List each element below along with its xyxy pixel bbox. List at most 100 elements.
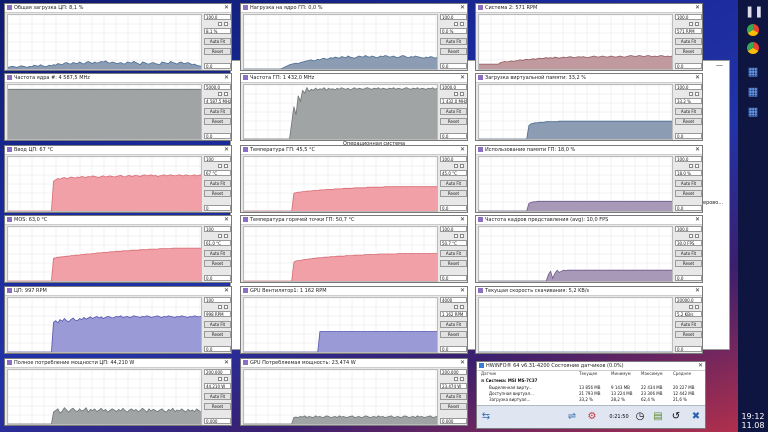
close-icon[interactable]: ✕ xyxy=(223,359,229,366)
max-field[interactable]: 100 xyxy=(204,226,231,232)
app-taskbar-icon-2[interactable]: ▦ xyxy=(747,105,759,118)
panel-titlebar[interactable]: GPU Вентилятор1: 1 162 RPM ✕ xyxy=(241,287,467,296)
max-checkbox-2[interactable] xyxy=(224,22,228,26)
panel-titlebar[interactable]: Общая загрузка ЦП: 8,1 % ✕ xyxy=(5,4,231,13)
hwinfo-sensor-row[interactable]: Выделенная вирту... 13 856 MB 9 143 MB 2… xyxy=(489,385,695,390)
chrome-icon-2[interactable] xyxy=(745,40,761,56)
reset-button[interactable]: Reset xyxy=(204,118,231,125)
max-checkbox[interactable] xyxy=(689,22,693,26)
background-window-minimize[interactable]: — xyxy=(716,61,723,69)
auto-fit-button[interactable]: Auto Fit xyxy=(204,250,231,257)
max-field[interactable]: 5000,0 xyxy=(204,84,231,90)
auto-fit-button[interactable]: Auto Fit xyxy=(204,108,231,115)
min-field[interactable]: 0,0 xyxy=(675,133,702,139)
max-field[interactable]: 100,0 xyxy=(204,14,231,20)
max-checkbox[interactable] xyxy=(218,377,222,381)
report-icon[interactable]: ▤ xyxy=(653,411,663,422)
max-field[interactable]: 300,0 xyxy=(675,226,702,232)
close-icon[interactable]: ✕ xyxy=(459,216,465,223)
panel-titlebar[interactable]: Температура ГП: 45,5 °C ✕ xyxy=(241,146,467,155)
auto-fit-button[interactable]: Auto Fit xyxy=(440,180,467,187)
reset-button[interactable]: Reset xyxy=(675,118,702,125)
max-field[interactable]: 200,000 xyxy=(204,369,231,375)
panel-titlebar[interactable]: Использование памяти ГП: 18,0 % ✕ xyxy=(476,146,702,155)
max-field[interactable]: 100 xyxy=(204,156,231,162)
network-icon[interactable]: ⇌ xyxy=(567,411,577,422)
reset-button[interactable]: Reset xyxy=(440,403,467,410)
max-checkbox-2[interactable] xyxy=(224,305,228,309)
panel-titlebar[interactable]: Частота кадров представления (avg): 10,0… xyxy=(476,216,702,225)
min-field[interactable]: 0,0 xyxy=(440,346,467,352)
max-field[interactable]: 20000,0 xyxy=(675,297,702,303)
auto-fit-button[interactable]: Auto Fit xyxy=(675,38,702,45)
hwinfo-taskbar-icon[interactable]: ▦ xyxy=(747,65,759,78)
max-checkbox-2[interactable] xyxy=(224,92,228,96)
reset-button[interactable]: Reset xyxy=(440,331,467,338)
min-field[interactable]: 0,0 xyxy=(440,133,467,139)
max-checkbox[interactable] xyxy=(218,92,222,96)
close-icon[interactable]: ✕ xyxy=(459,287,465,294)
reset-button[interactable]: Reset xyxy=(204,48,231,55)
max-checkbox[interactable] xyxy=(454,234,458,238)
hwinfo-group-system[interactable]: ⊟ Система: MSI MS-7C37 xyxy=(481,378,538,383)
close-icon[interactable]: ✕ xyxy=(694,74,700,81)
reset-button[interactable]: Reset xyxy=(204,260,231,267)
max-field[interactable]: 200,000 xyxy=(440,369,467,375)
max-checkbox[interactable] xyxy=(689,305,693,309)
panel-titlebar[interactable]: Частота ядра #: 4 587,5 MHz ✕ xyxy=(5,74,231,83)
panel-titlebar[interactable]: Ввод ЦП: 67 °C ✕ xyxy=(5,146,231,155)
panel-titlebar[interactable]: ЦП: 997 RPM ✕ xyxy=(5,287,231,296)
max-checkbox[interactable] xyxy=(218,164,222,168)
close-icon[interactable]: ✕ xyxy=(223,146,229,153)
max-checkbox[interactable] xyxy=(218,234,222,238)
panel-titlebar[interactable]: Полное потребление мощности ЦП: 44,210 W… xyxy=(5,359,231,368)
reset-button[interactable]: Reset xyxy=(204,403,231,410)
min-field[interactable]: 0,0 xyxy=(675,275,702,281)
max-field[interactable]: 100,0 xyxy=(675,156,702,162)
auto-fit-button[interactable]: Auto Fit xyxy=(204,180,231,187)
close-icon[interactable]: ✕ xyxy=(694,216,700,223)
reset-button[interactable]: Reset xyxy=(675,260,702,267)
max-field[interactable]: 100,0 xyxy=(440,156,467,162)
max-checkbox[interactable] xyxy=(454,22,458,26)
panel-titlebar[interactable]: MOS: 63,0 °C ✕ xyxy=(5,216,231,225)
max-field[interactable]: 100,0 xyxy=(440,226,467,232)
auto-fit-button[interactable]: Auto Fit xyxy=(675,321,702,328)
close-icon[interactable]: ✕ xyxy=(694,4,700,11)
panel-titlebar[interactable]: Температура горячей точки ГП: 50,7 °C ✕ xyxy=(241,216,467,225)
close-icon[interactable]: ✕ xyxy=(223,216,229,223)
max-field[interactable]: 100,0 xyxy=(675,84,702,90)
max-field[interactable]: 100,0 xyxy=(675,14,702,20)
auto-fit-button[interactable]: Auto Fit xyxy=(440,393,467,400)
close-icon[interactable]: ✕ xyxy=(223,287,229,294)
reset-button[interactable]: Reset xyxy=(440,260,467,267)
auto-fit-button[interactable]: Auto Fit xyxy=(440,108,467,115)
close-icon[interactable]: ✖ xyxy=(691,411,701,422)
min-field[interactable]: 0,0 xyxy=(204,346,231,352)
max-field[interactable]: 100 xyxy=(204,297,231,303)
close-icon[interactable]: ✕ xyxy=(459,146,465,153)
max-checkbox-2[interactable] xyxy=(460,22,464,26)
panel-titlebar[interactable]: Частота ГП: 1 432,0 MHz ✕ xyxy=(241,74,467,83)
auto-fit-button[interactable]: Auto Fit xyxy=(204,393,231,400)
min-field[interactable]: 0,0 xyxy=(675,346,702,352)
auto-fit-button[interactable]: Auto Fit xyxy=(440,321,467,328)
max-field[interactable]: 4000 xyxy=(440,297,467,303)
max-field[interactable]: 100,0 xyxy=(440,14,467,20)
close-icon[interactable]: ✕ xyxy=(694,287,700,294)
max-checkbox-2[interactable] xyxy=(224,234,228,238)
auto-fit-button[interactable]: Auto Fit xyxy=(204,38,231,45)
min-field[interactable]: 0,0 xyxy=(675,63,702,69)
app-taskbar-icon[interactable]: ▦ xyxy=(747,85,759,98)
max-checkbox[interactable] xyxy=(454,377,458,381)
settings-icon[interactable]: ⚙ xyxy=(587,411,597,422)
max-checkbox-2[interactable] xyxy=(695,164,699,168)
max-checkbox-2[interactable] xyxy=(460,164,464,168)
min-field[interactable]: 0,0 xyxy=(204,275,231,281)
hwinfo-sensor-row[interactable]: Загрузка виртуал... 33,2 % 28,2 % 62,4 %… xyxy=(489,397,687,402)
min-field[interactable]: 0,0 xyxy=(440,275,467,281)
auto-fit-button[interactable]: Auto Fit xyxy=(440,250,467,257)
panel-titlebar[interactable]: Текущая скорость скачивания: 5,2 KB/s ✕ xyxy=(476,287,702,296)
reset-button[interactable]: Reset xyxy=(440,190,467,197)
close-icon[interactable]: ✕ xyxy=(459,4,465,11)
